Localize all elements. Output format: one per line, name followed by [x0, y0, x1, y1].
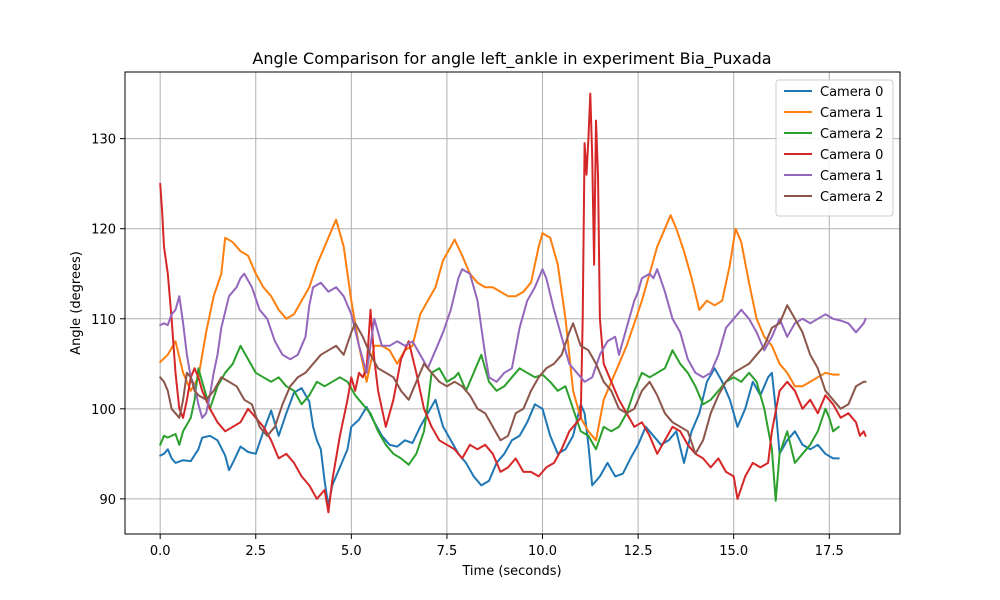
y-tick-label: 120	[91, 223, 116, 238]
chart-title: Angle Comparison for angle left_ankle in…	[252, 49, 771, 69]
legend-label: Camera 0	[820, 148, 883, 163]
x-tick-label: 15.0	[719, 544, 748, 559]
x-tick-label: 0.0	[150, 544, 171, 559]
x-tick-label: 7.5	[437, 544, 458, 559]
y-axis: 90 100 110 120 130	[91, 133, 125, 508]
x-tick-label: 12.5	[624, 544, 653, 559]
legend-label: Camera 1	[820, 106, 883, 121]
x-tick-label: 5.0	[341, 544, 362, 559]
legend-label: Camera 2	[820, 190, 883, 205]
legend-label: Camera 1	[820, 169, 883, 184]
y-tick-label: 90	[99, 493, 116, 508]
x-tick-label: 2.5	[245, 544, 266, 559]
legend: Camera 0 Camera 1 Camera 2 Camera 0 Camera 1…	[775, 79, 894, 217]
legend-box	[775, 79, 894, 217]
legend-label: Camera 2	[820, 127, 883, 142]
series-line-5	[159, 304, 867, 455]
series-line-1	[159, 214, 840, 442]
plot-frame	[124, 71, 901, 535]
series-line-3	[159, 92, 867, 514]
series-line-0	[159, 367, 840, 508]
x-axis-label: Time (seconds)	[461, 564, 561, 579]
x-axis: 0.0 2.5 5.0 7.5 10.0 12.5 15.0 17.5	[150, 534, 844, 559]
y-tick-label: 110	[91, 313, 116, 328]
x-tick-label: 17.5	[815, 544, 844, 559]
series-group	[159, 92, 867, 514]
series-line-4	[159, 268, 867, 419]
y-tick-label: 100	[91, 403, 116, 418]
series-line-2	[159, 344, 840, 502]
y-axis-label: Angle (degrees)	[69, 251, 84, 355]
y-tick-label: 130	[91, 133, 116, 148]
legend-label: Camera 0	[820, 85, 883, 100]
x-tick-label: 10.0	[528, 544, 557, 559]
